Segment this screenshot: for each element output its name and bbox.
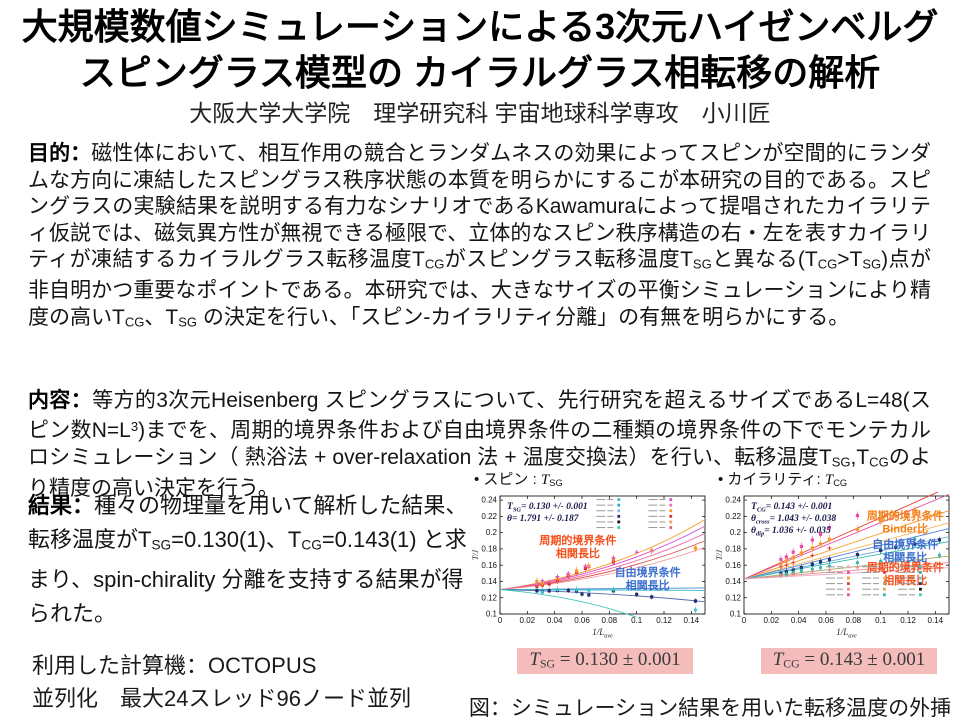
svg-text:1/Lave: 1/Lave xyxy=(592,627,613,639)
chart-chirality: • カイラリティ: TCG 0.1 0.12 0.14 0.16 0.18 0.2 0.22… xyxy=(714,468,958,675)
svg-text:0.04: 0.04 xyxy=(547,616,563,625)
chart-spin-result-wrap: TSG = 0.130 ± 0.001 xyxy=(470,648,714,675)
svg-text:自由境界条件: 自由境界条件 xyxy=(872,537,938,551)
chart-spin: • スピン : TSG 0.1 0.12 0.14 0.16 0.18 0.2 0.22 0.… xyxy=(470,468,714,675)
svg-text:T/J: T/J xyxy=(471,549,480,560)
machine-line-2: 並列化 最大24スレッド96ノード並列 xyxy=(32,686,411,711)
svg-text:0.14: 0.14 xyxy=(684,616,700,625)
svg-text:周期的境界条件: 周期的境界条件 xyxy=(539,533,616,547)
svg-text:θ= 1.791 +/- 0.187: θ= 1.791 +/- 0.187 xyxy=(507,514,580,524)
svg-text:0.2: 0.2 xyxy=(486,528,498,537)
method-text: 等方的3次元Heisenberg スピングラスについて、先行研究を超えるサイズで… xyxy=(28,389,932,500)
machine-line-1: 利用した計算機：OCTOPUS xyxy=(32,653,317,678)
chart-chirality-plot: 0.1 0.12 0.14 0.16 0.18 0.2 0.22 0.24 0 0.02 0.04 0… xyxy=(715,492,950,639)
svg-text:自由境界条件: 自由境界条件 xyxy=(615,565,681,579)
method-label: 内容： xyxy=(28,389,93,412)
svg-text:0.12: 0.12 xyxy=(900,616,916,625)
svg-text:0: 0 xyxy=(498,616,503,625)
chart-spin-plot: 0.1 0.12 0.14 0.16 0.18 0.2 0.22 0.24 0 0.02 0.04 0… xyxy=(471,495,706,639)
svg-text:相関長比: 相関長比 xyxy=(556,546,600,560)
svg-text:0.2: 0.2 xyxy=(730,528,742,537)
svg-text:0.22: 0.22 xyxy=(481,512,497,521)
purpose-label: 目的： xyxy=(28,142,92,165)
svg-text:0.18: 0.18 xyxy=(481,544,497,553)
svg-text:0.14: 0.14 xyxy=(481,577,497,586)
svg-text:0.16: 0.16 xyxy=(481,561,497,570)
svg-text:0.1: 0.1 xyxy=(486,610,498,619)
svg-text:1/Lave: 1/Lave xyxy=(836,627,857,639)
purpose-text: 磁性体において、相互作用の競合とランダムネスの効果によってスピンが空間的にランダ… xyxy=(28,142,932,330)
svg-text:相関長比: 相関長比 xyxy=(883,573,927,587)
svg-text:0.18: 0.18 xyxy=(725,544,741,553)
svg-text:0.04: 0.04 xyxy=(791,616,807,625)
svg-text:0.12: 0.12 xyxy=(656,616,672,625)
svg-text:0.1: 0.1 xyxy=(631,616,643,625)
chart-spin-result-box: TSG = 0.130 ± 0.001 xyxy=(517,648,693,675)
page-title-line-2: スピングラス模型の カイラルグラス相転移の解析 xyxy=(79,52,881,93)
svg-text:0.1: 0.1 xyxy=(875,616,887,625)
svg-text:0.02: 0.02 xyxy=(520,616,536,625)
svg-text:0.14: 0.14 xyxy=(928,616,944,625)
svg-text:0.22: 0.22 xyxy=(725,512,741,521)
svg-text:0.12: 0.12 xyxy=(725,593,741,602)
result-text: 種々の物理量を用いて解析した結果、転移温度がTSG=0.130(1)、TCG=0… xyxy=(28,493,468,626)
page-title-line-1: 大規模数値シミュレーションによる3次元ハイゼンベルグ xyxy=(21,6,939,47)
svg-text:θcross= 1.043 +/- 0.038: θcross= 1.043 +/- 0.038 xyxy=(751,514,836,525)
chart-chirality-title: • カイラリティ: TCG xyxy=(718,471,848,488)
svg-text:0.1: 0.1 xyxy=(730,610,742,619)
svg-text:相関長比: 相関長比 xyxy=(883,550,927,564)
svg-text:周期的境界条件: 周期的境界条件 xyxy=(867,509,944,523)
svg-text:0.02: 0.02 xyxy=(764,616,780,625)
svg-text:相関長比: 相関長比 xyxy=(626,578,670,592)
result-paragraph: 結果：種々の物理量を用いて解析した結果、転移温度がTSG=0.130(1)、TC… xyxy=(28,489,484,631)
svg-text:TSG= 0.130 +/- 0.001: TSG= 0.130 +/- 0.001 xyxy=(507,502,588,513)
svg-text:0.06: 0.06 xyxy=(818,616,834,625)
svg-text:0.14: 0.14 xyxy=(725,577,741,586)
svg-text:0.08: 0.08 xyxy=(846,616,862,625)
author-line: 大阪大学大学院 理学研究科 宇宙地球科学専攻 小川匠 xyxy=(189,100,771,126)
figure-panel: • スピン : TSG 0.1 0.12 0.14 0.16 0.18 0.2 0.22 0.… xyxy=(470,468,958,692)
svg-text:θdip= 1.036 +/- 0.035: θdip= 1.036 +/- 0.035 xyxy=(751,526,831,537)
svg-text:0.24: 0.24 xyxy=(725,496,741,505)
svg-text:0.12: 0.12 xyxy=(481,593,497,602)
chart-chirality-result-box: TCG = 0.143 ± 0.001 xyxy=(760,648,938,675)
purpose-paragraph: 目的：磁性体において、相互作用の競合とランダムネスの効果によってスピンが空間的に… xyxy=(28,141,931,336)
figure-caption: 図：シミュレーション結果を用いた転移温度の外挿 xyxy=(468,697,952,720)
page-title: 大規模数値シミュレーションによる3次元ハイゼンベルグ スピングラス模型の カイラ… xyxy=(0,4,960,96)
svg-text:Binder比: Binder比 xyxy=(882,522,928,536)
svg-text:0.08: 0.08 xyxy=(602,616,618,625)
result-label: 結果： xyxy=(28,493,95,518)
method-paragraph: 内容：等方的3次元Heisenberg スピングラスについて、先行研究を超えるサ… xyxy=(28,388,931,502)
svg-text:0.16: 0.16 xyxy=(725,561,741,570)
svg-text:0.06: 0.06 xyxy=(574,616,590,625)
svg-text:0: 0 xyxy=(742,616,747,625)
svg-text:TCG= 0.143 +/- 0.001: TCG= 0.143 +/- 0.001 xyxy=(751,502,832,513)
chart-spin-title: • スピン : TSG xyxy=(474,471,563,488)
svg-text:T/J: T/J xyxy=(715,549,724,560)
machine-info: 利用した計算機：OCTOPUS 並列化 最大24スレッド96ノード並列 xyxy=(32,649,411,715)
svg-text:0.24: 0.24 xyxy=(481,496,497,505)
chart-chirality-result-wrap: TCG = 0.143 ± 0.001 xyxy=(714,648,958,675)
